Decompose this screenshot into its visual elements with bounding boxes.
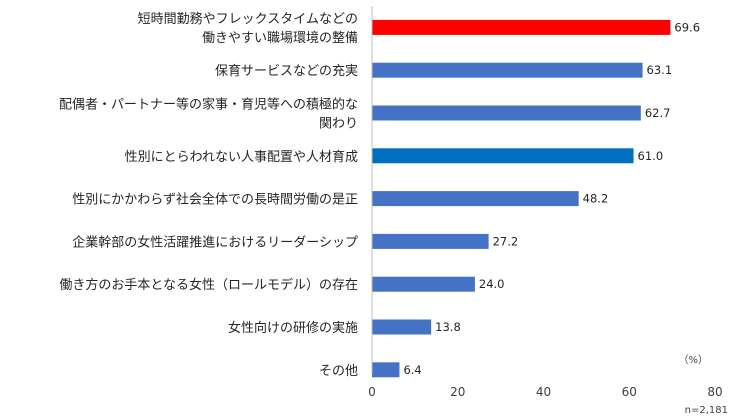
category-label-5-line-0: 企業幹部の女性活躍推進におけるリーダーシップ xyxy=(72,234,358,250)
x-tick-labels-layer: 0 20 40 60 80 xyxy=(368,385,722,399)
category-label-2-line-0: 配偶者・パートナー等の家事・育児等への積極的な xyxy=(59,97,358,113)
x-tick-label-4: 80 xyxy=(707,385,722,399)
category-label-0-line-1: 働きやすい職場環境の整備 xyxy=(202,30,358,46)
x-tick-label-1: 20 xyxy=(450,385,465,399)
bar-3 xyxy=(372,148,634,164)
bar-0 xyxy=(372,19,671,35)
category-label-6-line-0: 働き方のお手本となる女性（ロールモデル）の存在 xyxy=(59,277,358,293)
category-label-3-line-0: 性別にとらわれない人事配置や人材育成 xyxy=(125,149,358,165)
category-label-8-line-0: その他 xyxy=(319,364,358,379)
value-label-7: 13.8 xyxy=(435,320,461,334)
bar-2 xyxy=(372,105,641,121)
value-label-3: 61.0 xyxy=(638,149,664,163)
value-labels-layer: 69.6 63.1 62.7 61.0 48.2 27.2 24.0 13.8 6.4 xyxy=(403,20,700,376)
unit-label: （%） xyxy=(678,354,708,366)
bar-5 xyxy=(372,233,489,249)
value-label-8: 6.4 xyxy=(403,363,421,377)
value-label-5: 27.2 xyxy=(493,234,519,248)
category-label-1-line-0: 保育サービスなどの充実 xyxy=(215,63,358,79)
x-tick-label-2: 40 xyxy=(536,385,551,399)
x-tick-label-3: 60 xyxy=(622,385,637,399)
category-label-7-line-0: 女性向けの研修の実施 xyxy=(228,320,358,336)
value-label-6: 24.0 xyxy=(479,277,505,291)
x-tick-label-0: 0 xyxy=(368,385,376,399)
value-label-4: 48.2 xyxy=(583,192,609,206)
bar-6 xyxy=(372,276,475,292)
value-label-0: 69.6 xyxy=(674,20,700,34)
value-label-2: 62.7 xyxy=(645,106,671,120)
bar-7 xyxy=(372,319,432,335)
bar-4 xyxy=(372,191,579,207)
sample-size-note: n=2,181 xyxy=(685,405,728,416)
category-label-4-line-0: 性別にかかわらず社会全体での長時間労働の是正 xyxy=(72,192,358,208)
category-label-0-line-0: 短時間勤務やフレックスタイムなどの xyxy=(138,12,358,27)
category-labels-layer: 短時間勤務やフレックスタイムなどの働きやすい職場環境の整備保育サービスなどの充実… xyxy=(59,12,358,379)
value-label-1: 63.1 xyxy=(647,63,673,77)
bar-8 xyxy=(372,362,400,378)
bars-layer xyxy=(372,19,671,378)
category-label-2-line-1: 関わり xyxy=(319,117,358,132)
bar-1 xyxy=(372,62,643,78)
